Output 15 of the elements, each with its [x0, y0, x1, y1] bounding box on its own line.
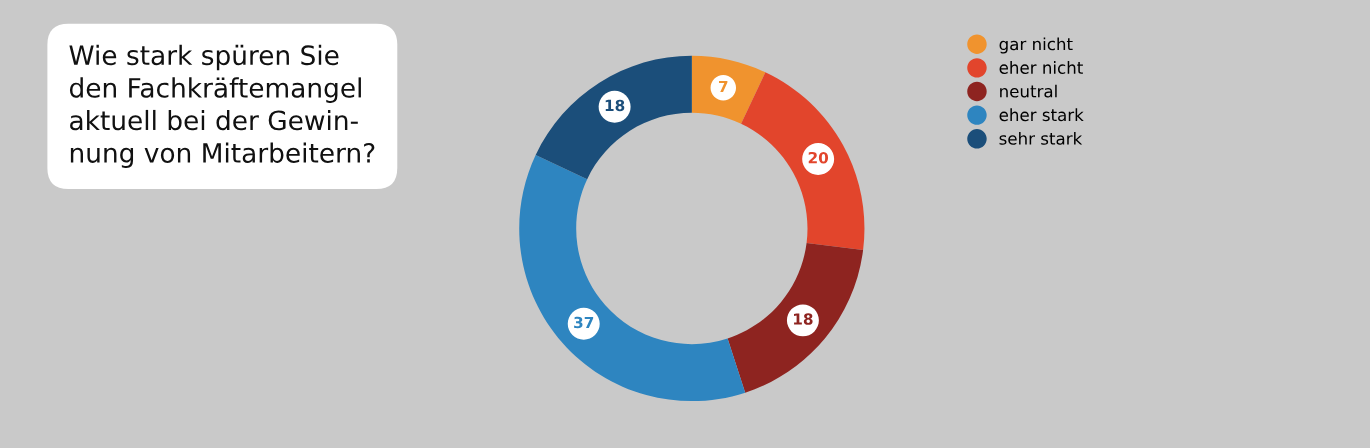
donut-slice [519, 154, 746, 402]
data-label: 18 [605, 99, 625, 112]
data-label: 7 [719, 80, 728, 93]
data-label: 20 [808, 151, 829, 164]
data-label: 37 [574, 316, 594, 329]
legend-label: sehr stark [999, 131, 1083, 145]
legend-label: eher stark [999, 108, 1084, 122]
legend-label: neutral [1000, 84, 1057, 98]
donut-slice [535, 55, 692, 180]
data-label: 18 [794, 313, 813, 325]
text: Wie stark spüren Sie den Fachkräftemangel aktuell bei der Gewin- nung von Mitarbeitern? [69, 44, 375, 169]
donut-slice [741, 72, 865, 251]
donut-slice [727, 242, 864, 393]
legend-label: eher nicht [999, 61, 1083, 74]
legend-label: gar nicht [999, 37, 1073, 54]
